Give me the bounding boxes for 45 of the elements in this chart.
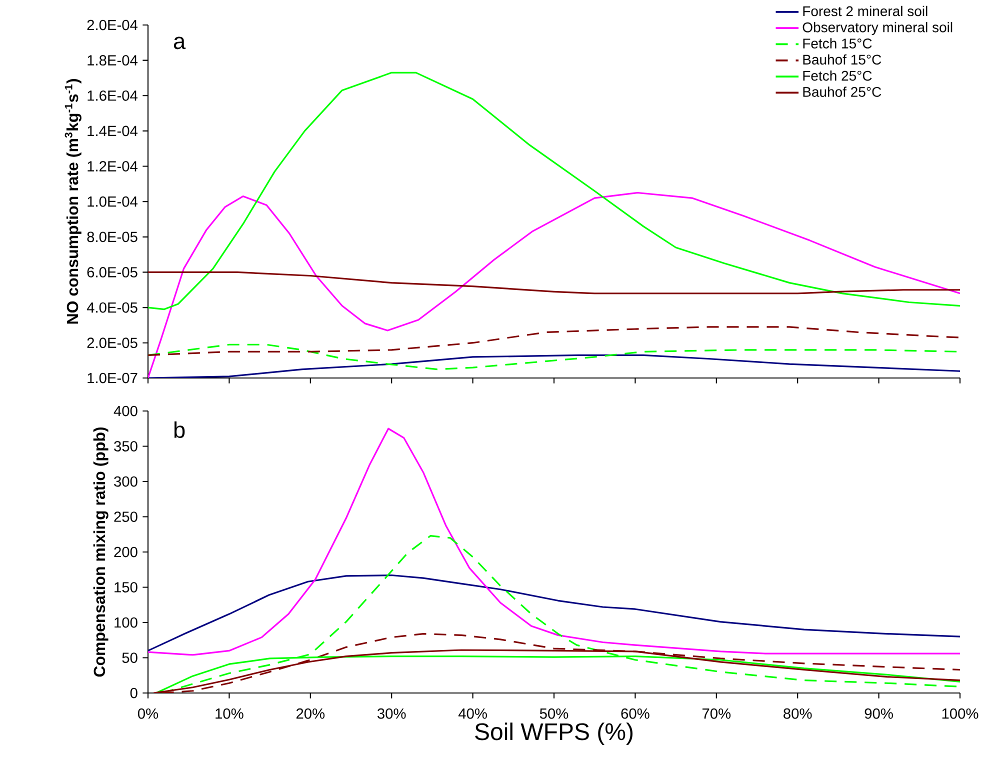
y-tick-label: 2.0E-05 — [87, 338, 138, 348]
legend-label: Bauhof 15°C — [803, 54, 882, 65]
y-tick-label: 4.0E-05 — [86, 302, 138, 313]
x-tick-label: 20% — [296, 708, 325, 719]
y-tick-label: 100 — [114, 617, 138, 628]
line-series — [148, 72, 960, 310]
x-tick-label: 80% — [784, 708, 812, 719]
y-tick-label: 1.8E-04 — [88, 55, 138, 66]
y-tick-label: 1.0E-04 — [88, 196, 138, 207]
y-tick-label: 1.2E-04 — [88, 161, 138, 172]
y-tick-label: 50 — [122, 652, 138, 663]
y-tick-label: 150 — [114, 582, 138, 592]
x-tick-label: 10% — [216, 708, 244, 719]
x-tick-label: 100% — [942, 708, 978, 719]
y-tick-label: 6.0E-05 — [87, 267, 138, 278]
y-tick-label: 8.0E-05 — [87, 232, 138, 242]
line-series — [148, 326, 960, 356]
y-tick-label: 350 — [114, 441, 138, 452]
y-tick-label: 2.0E-04 — [87, 20, 138, 30]
annotation: b — [174, 421, 185, 438]
legend-label: Fetch 25°C — [803, 70, 872, 81]
y-axis-title: NO consumption rate (m$^{3}$kg$^{-1}$s$^{-1}$) — [64, 79, 82, 324]
x-tick-label: 40% — [458, 708, 487, 719]
x-tick-label: 0% — [138, 708, 158, 719]
legend-label: Observatory mineral soil — [802, 22, 952, 36]
y-tick-label: 200 — [114, 546, 138, 558]
y-tick-label: 0 — [130, 688, 138, 698]
y-tick-label: 300 — [114, 476, 138, 487]
x-axis-title: Soil WFPS (%) — [475, 722, 632, 745]
x-tick-label: 60% — [621, 708, 650, 719]
x-tick-label: 30% — [377, 708, 406, 719]
y-tick-label: 1.6E-04 — [88, 90, 138, 101]
y-axis-title: Compensation mixing ratio (ppb) — [93, 427, 108, 677]
line-series — [148, 574, 960, 652]
legend-label: Forest 2 mineral soil — [803, 6, 928, 16]
y-tick-label: 1.4E-04 — [88, 126, 138, 136]
y-tick-label: 1.0E-07 — [88, 372, 138, 384]
y-tick-label: 250 — [114, 512, 138, 522]
x-tick-label: 70% — [702, 708, 731, 719]
y-tick-label: 400 — [114, 406, 138, 416]
legend-label: Bauhof 25°C — [803, 86, 882, 97]
annotation: a — [174, 36, 186, 50]
x-tick-label: 90% — [864, 708, 893, 719]
x-tick-label: 50% — [540, 708, 568, 719]
legend-label: Fetch 15°C — [803, 38, 872, 48]
